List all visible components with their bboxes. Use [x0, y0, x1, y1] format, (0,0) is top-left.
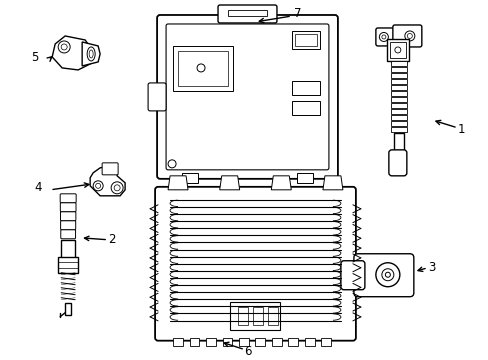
Bar [386, 39, 408, 61]
Circle shape [58, 41, 70, 53]
Bar [173, 46, 233, 91]
Bar [205, 338, 216, 346]
FancyBboxPatch shape [392, 25, 421, 47]
FancyBboxPatch shape [60, 194, 76, 203]
Circle shape [111, 182, 123, 194]
Bar [58, 257, 78, 273]
Bar [390, 109, 406, 114]
Bar [239, 338, 248, 346]
Circle shape [407, 33, 411, 39]
Bar [267, 307, 277, 325]
Text: 3: 3 [427, 261, 435, 274]
Circle shape [114, 185, 120, 191]
Polygon shape [168, 176, 188, 190]
Bar [390, 115, 406, 120]
Polygon shape [322, 176, 342, 190]
Bar [288, 338, 298, 346]
Bar [296, 173, 312, 183]
Bar [390, 103, 406, 108]
Bar [393, 133, 403, 153]
Circle shape [381, 35, 385, 39]
Polygon shape [52, 36, 92, 70]
Bar [255, 338, 265, 346]
FancyBboxPatch shape [218, 5, 276, 23]
Circle shape [61, 44, 67, 50]
Bar [390, 79, 406, 84]
Polygon shape [90, 166, 125, 196]
Ellipse shape [89, 50, 93, 58]
Circle shape [197, 64, 204, 72]
Circle shape [168, 160, 176, 168]
Bar [61, 240, 75, 265]
Bar [189, 338, 199, 346]
Bar [390, 121, 406, 126]
Circle shape [375, 263, 399, 287]
FancyBboxPatch shape [340, 261, 364, 290]
Text: 1: 1 [457, 123, 465, 136]
Bar [390, 67, 406, 72]
Bar [178, 51, 227, 86]
Bar [252, 307, 263, 325]
Text: 4: 4 [34, 181, 42, 194]
Bar [321, 338, 331, 346]
FancyBboxPatch shape [61, 230, 76, 239]
Text: 6: 6 [244, 345, 251, 358]
FancyBboxPatch shape [102, 163, 118, 175]
Circle shape [385, 272, 389, 277]
Circle shape [379, 32, 387, 41]
FancyBboxPatch shape [155, 187, 355, 341]
Bar [294, 34, 316, 46]
Bar [389, 42, 405, 58]
Bar [173, 338, 183, 346]
Bar [305, 338, 314, 346]
Bar [390, 127, 406, 132]
Bar [390, 85, 406, 90]
Polygon shape [82, 42, 100, 66]
Bar [182, 173, 198, 183]
Bar [390, 97, 406, 102]
Bar [65, 303, 71, 315]
Bar [222, 338, 232, 346]
Circle shape [394, 47, 400, 53]
FancyBboxPatch shape [148, 83, 166, 111]
Bar [238, 307, 247, 325]
Bar [291, 81, 319, 95]
FancyBboxPatch shape [61, 212, 76, 221]
FancyBboxPatch shape [388, 150, 406, 176]
FancyBboxPatch shape [353, 254, 413, 297]
Bar [390, 61, 406, 66]
Circle shape [381, 269, 393, 281]
Circle shape [404, 31, 414, 41]
Text: 2: 2 [108, 233, 116, 246]
Bar [291, 101, 319, 115]
Polygon shape [219, 176, 239, 190]
Ellipse shape [87, 47, 95, 61]
FancyBboxPatch shape [157, 15, 337, 179]
Bar [390, 73, 406, 78]
FancyBboxPatch shape [166, 24, 328, 170]
Bar [271, 338, 281, 346]
Circle shape [93, 181, 103, 191]
Bar [229, 302, 280, 330]
FancyBboxPatch shape [61, 221, 76, 230]
Bar [291, 31, 319, 49]
FancyBboxPatch shape [60, 203, 76, 212]
Circle shape [96, 183, 101, 188]
Bar [390, 91, 406, 96]
Text: 5: 5 [31, 51, 39, 64]
Polygon shape [271, 176, 291, 190]
Bar [227, 10, 266, 16]
FancyBboxPatch shape [375, 28, 401, 46]
Text: 7: 7 [294, 8, 301, 21]
